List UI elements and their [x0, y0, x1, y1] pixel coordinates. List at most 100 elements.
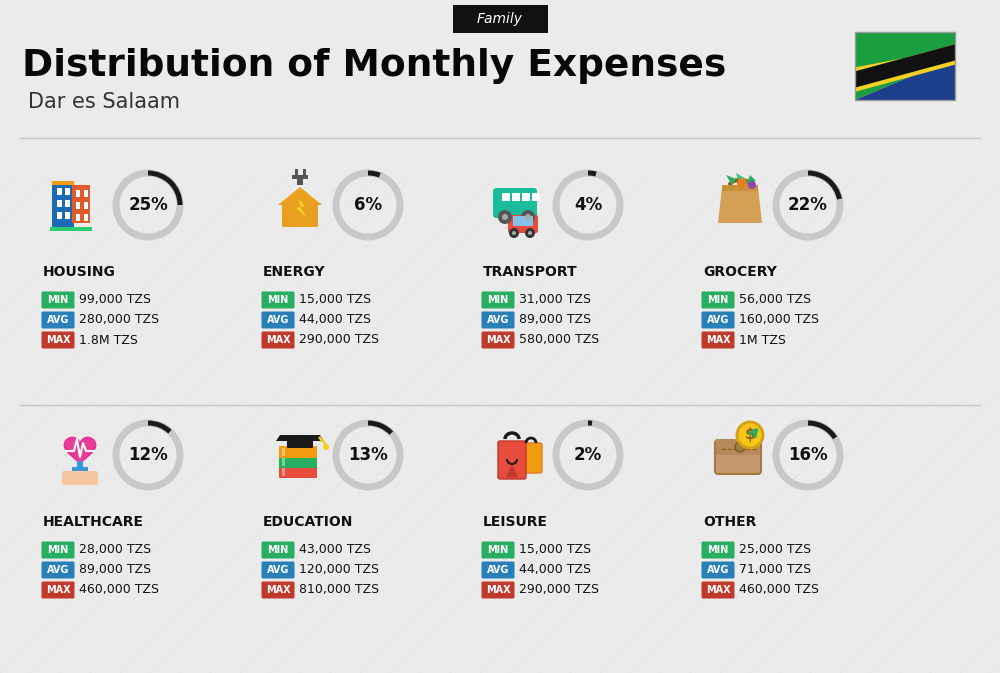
- Bar: [76, 202, 80, 209]
- FancyBboxPatch shape: [702, 291, 734, 308]
- Text: AVG: AVG: [47, 565, 69, 575]
- Circle shape: [748, 181, 756, 189]
- FancyBboxPatch shape: [482, 312, 514, 328]
- FancyBboxPatch shape: [702, 542, 734, 559]
- Text: 1M TZS: 1M TZS: [739, 334, 786, 347]
- Wedge shape: [808, 170, 842, 199]
- Text: AVG: AVG: [47, 315, 69, 325]
- FancyBboxPatch shape: [482, 291, 514, 308]
- Wedge shape: [148, 170, 182, 205]
- Bar: [722, 185, 758, 191]
- Text: 2%: 2%: [574, 446, 602, 464]
- Bar: [297, 177, 303, 185]
- Text: 810,000 TZS: 810,000 TZS: [299, 583, 379, 596]
- Text: 44,000 TZS: 44,000 TZS: [519, 563, 591, 577]
- Bar: [512, 193, 520, 201]
- FancyBboxPatch shape: [42, 312, 74, 328]
- Wedge shape: [148, 421, 172, 433]
- FancyBboxPatch shape: [42, 561, 74, 579]
- Bar: [57, 212, 62, 219]
- Polygon shape: [746, 175, 756, 185]
- Circle shape: [525, 228, 535, 238]
- Bar: [52, 181, 74, 185]
- Text: $: $: [745, 427, 755, 443]
- FancyBboxPatch shape: [493, 188, 537, 218]
- Text: MAX: MAX: [706, 585, 730, 595]
- FancyBboxPatch shape: [62, 471, 98, 485]
- Text: 120,000 TZS: 120,000 TZS: [299, 563, 379, 577]
- Bar: [57, 188, 62, 195]
- Text: MIN: MIN: [487, 295, 509, 305]
- Text: MAX: MAX: [706, 335, 730, 345]
- FancyBboxPatch shape: [482, 542, 514, 559]
- Text: 56,000 TZS: 56,000 TZS: [739, 293, 811, 306]
- FancyBboxPatch shape: [702, 332, 734, 349]
- FancyBboxPatch shape: [262, 332, 294, 349]
- Circle shape: [498, 210, 512, 224]
- Bar: [282, 458, 285, 466]
- Text: Dar es Salaam: Dar es Salaam: [28, 92, 180, 112]
- Text: 160,000 TZS: 160,000 TZS: [739, 314, 819, 326]
- Text: 16%: 16%: [788, 446, 828, 464]
- Bar: [84, 214, 88, 221]
- Text: 99,000 TZS: 99,000 TZS: [79, 293, 151, 306]
- Bar: [522, 193, 530, 201]
- Text: 460,000 TZS: 460,000 TZS: [79, 583, 159, 596]
- Circle shape: [737, 422, 763, 448]
- Text: Family: Family: [477, 12, 523, 26]
- Circle shape: [512, 231, 516, 235]
- Text: MAX: MAX: [266, 585, 290, 595]
- Bar: [77, 461, 83, 477]
- Polygon shape: [726, 175, 736, 185]
- Polygon shape: [278, 187, 322, 205]
- Bar: [84, 202, 88, 209]
- FancyBboxPatch shape: [702, 561, 734, 579]
- Text: 31,000 TZS: 31,000 TZS: [519, 293, 591, 306]
- Text: 25%: 25%: [128, 196, 168, 214]
- FancyBboxPatch shape: [42, 581, 74, 598]
- Text: 28,000 TZS: 28,000 TZS: [79, 544, 151, 557]
- Text: 4%: 4%: [574, 196, 602, 214]
- Polygon shape: [64, 437, 96, 466]
- Text: AVG: AVG: [267, 315, 289, 325]
- Bar: [72, 467, 88, 473]
- Text: 6%: 6%: [354, 196, 382, 214]
- Bar: [76, 214, 80, 221]
- Bar: [295, 169, 298, 175]
- Text: 580,000 TZS: 580,000 TZS: [519, 334, 599, 347]
- Text: MAX: MAX: [266, 335, 290, 345]
- FancyBboxPatch shape: [498, 441, 526, 479]
- FancyBboxPatch shape: [279, 466, 317, 478]
- Bar: [303, 169, 306, 175]
- Text: 25,000 TZS: 25,000 TZS: [739, 544, 811, 557]
- Bar: [84, 190, 88, 197]
- Text: 89,000 TZS: 89,000 TZS: [79, 563, 151, 577]
- FancyBboxPatch shape: [262, 312, 294, 328]
- Polygon shape: [718, 187, 762, 223]
- Bar: [502, 193, 510, 201]
- FancyBboxPatch shape: [520, 443, 542, 473]
- Bar: [292, 175, 308, 179]
- Polygon shape: [855, 44, 955, 71]
- Text: MIN: MIN: [47, 545, 69, 555]
- Wedge shape: [588, 421, 592, 426]
- Text: AVG: AVG: [267, 565, 289, 575]
- Bar: [52, 185, 74, 229]
- Bar: [50, 227, 92, 231]
- Polygon shape: [855, 58, 955, 100]
- FancyBboxPatch shape: [42, 542, 74, 559]
- Text: AVG: AVG: [707, 315, 729, 325]
- Text: 13%: 13%: [348, 446, 388, 464]
- Text: 15,000 TZS: 15,000 TZS: [519, 544, 591, 557]
- Text: AVG: AVG: [487, 565, 509, 575]
- Polygon shape: [855, 44, 955, 87]
- Circle shape: [502, 214, 508, 220]
- Text: MIN: MIN: [707, 545, 729, 555]
- FancyBboxPatch shape: [262, 542, 294, 559]
- Text: MAX: MAX: [486, 585, 510, 595]
- Text: HEALTHCARE: HEALTHCARE: [43, 515, 144, 529]
- FancyBboxPatch shape: [482, 561, 514, 579]
- FancyBboxPatch shape: [262, 291, 294, 308]
- Polygon shape: [855, 32, 955, 100]
- Circle shape: [528, 231, 532, 235]
